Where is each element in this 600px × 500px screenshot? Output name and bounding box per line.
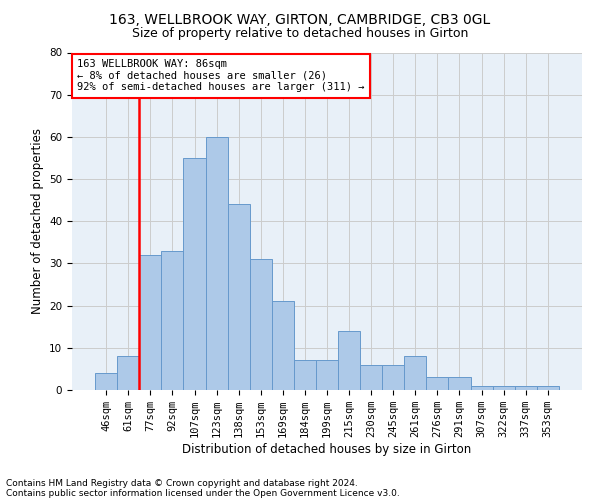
Bar [537, 386, 559, 390]
Bar [382, 364, 404, 390]
Y-axis label: Number of detached properties: Number of detached properties [31, 128, 44, 314]
Bar [139, 255, 161, 390]
Text: 163, WELLBROOK WAY, GIRTON, CAMBRIDGE, CB3 0GL: 163, WELLBROOK WAY, GIRTON, CAMBRIDGE, C… [109, 12, 491, 26]
X-axis label: Distribution of detached houses by size in Girton: Distribution of detached houses by size … [182, 443, 472, 456]
Bar [272, 302, 294, 390]
Bar [250, 259, 272, 390]
Bar [184, 158, 206, 390]
Text: Contains public sector information licensed under the Open Government Licence v3: Contains public sector information licen… [6, 488, 400, 498]
Bar [448, 378, 470, 390]
Bar [206, 137, 227, 390]
Bar [117, 356, 139, 390]
Bar [294, 360, 316, 390]
Bar [95, 373, 117, 390]
Bar [470, 386, 493, 390]
Text: 163 WELLBROOK WAY: 86sqm
← 8% of detached houses are smaller (26)
92% of semi-de: 163 WELLBROOK WAY: 86sqm ← 8% of detache… [77, 59, 365, 92]
Bar [161, 251, 184, 390]
Bar [360, 364, 382, 390]
Bar [427, 378, 448, 390]
Text: Size of property relative to detached houses in Girton: Size of property relative to detached ho… [132, 28, 468, 40]
Bar [515, 386, 537, 390]
Bar [227, 204, 250, 390]
Bar [493, 386, 515, 390]
Text: Contains HM Land Registry data © Crown copyright and database right 2024.: Contains HM Land Registry data © Crown c… [6, 478, 358, 488]
Bar [338, 331, 360, 390]
Bar [404, 356, 427, 390]
Bar [316, 360, 338, 390]
